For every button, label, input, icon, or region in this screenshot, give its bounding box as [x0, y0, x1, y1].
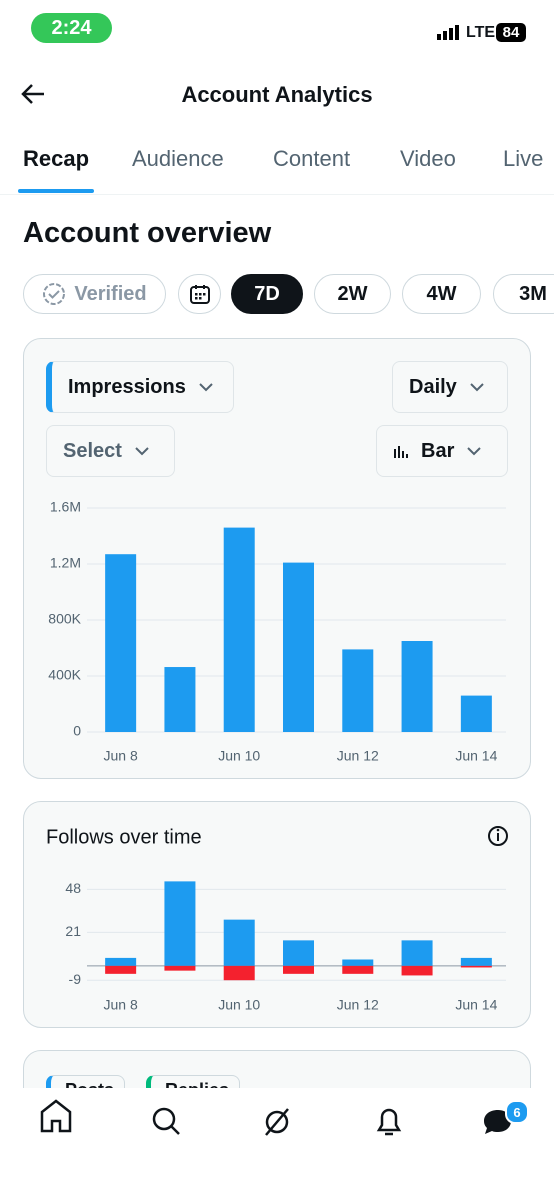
- chevron: [135, 447, 149, 456]
- dropdown-label: Daily: [409, 375, 457, 398]
- interval-dropdown[interactable]: Daily: [392, 361, 508, 413]
- follows-card: Follows over time -9 21 48 Jun 8 Jun 10 Jun 1…: [23, 801, 531, 1028]
- battery: 84: [496, 23, 526, 42]
- x-tick-label: Jun 12: [337, 997, 379, 1013]
- bar: [223, 527, 255, 732]
- bar-icon: [394, 446, 408, 458]
- bar-segment: [401, 965, 433, 976]
- x-tick-label: Jun 8: [104, 748, 138, 764]
- x-tick-label: Jun 8: [104, 997, 138, 1013]
- chevron: [467, 447, 482, 456]
- dropdown-label: Impressions: [68, 375, 186, 398]
- filter-chip[interactable]: 3M: [493, 274, 554, 314]
- impressions-card: Impressions Daily Select Bar 0 400K 800K 1.…: [23, 338, 531, 779]
- x-tick-label: Jun 14: [455, 748, 497, 764]
- network: LTE: [466, 24, 496, 41]
- metric-dropdown[interactable]: Impressions: [46, 361, 234, 413]
- filter-chip[interactable]: Verified: [23, 274, 166, 314]
- grok-icon[interactable]: [265, 1108, 289, 1136]
- bar: [283, 562, 314, 732]
- page-title: Account Analytics: [181, 82, 373, 107]
- tab[interactable]: Audience: [132, 146, 224, 171]
- x-tick-label: Jun 10: [218, 748, 260, 764]
- tab[interactable]: Content: [273, 146, 351, 171]
- follows-chart: Follows over time -9 21 48 Jun 8 Jun 10 Jun 1…: [46, 826, 508, 1013]
- chevron: [199, 383, 213, 392]
- bar-segment: [460, 957, 492, 966]
- y-tick-label: 21: [65, 923, 81, 939]
- x-tick-label: Jun 10: [218, 997, 260, 1013]
- bar: [105, 554, 137, 732]
- filter-chip[interactable]: 2W: [314, 274, 391, 314]
- bar: [164, 667, 196, 732]
- badge: 6: [505, 1100, 529, 1124]
- back-button[interactable]: [20, 81, 46, 107]
- dropdown-label: Select: [63, 439, 122, 462]
- y-tick-label: 0: [73, 723, 81, 739]
- bottom-nav: 6: [0, 1088, 554, 1200]
- signal-icon: [437, 25, 459, 40]
- x-tick-label: Jun 12: [337, 748, 379, 764]
- compare-dropdown[interactable]: Select: [46, 425, 175, 477]
- bar-segment: [342, 959, 374, 966]
- info-icon[interactable]: [488, 826, 508, 846]
- tab[interactable]: Video: [400, 146, 456, 171]
- search-icon[interactable]: [152, 1107, 180, 1135]
- bar-segment: [283, 965, 314, 974]
- filter-chip[interactable]: 4W: [402, 274, 481, 314]
- y-tick-label: 1.6M: [50, 499, 81, 515]
- divider: [0, 194, 554, 195]
- verified-icon: [43, 283, 66, 305]
- y-tick-label: 800K: [48, 611, 81, 627]
- chevron: [470, 383, 484, 392]
- bar-segment: [342, 965, 374, 974]
- x-tick-label: Jun 14: [455, 997, 497, 1013]
- bar: [342, 649, 374, 732]
- y-tick-label: -9: [69, 971, 82, 987]
- bar-segment: [105, 957, 137, 966]
- chart-title: Follows over time: [46, 826, 202, 848]
- section-title: Account overview: [23, 217, 272, 249]
- tab[interactable]: Recap: [23, 146, 90, 171]
- nav-icons: [40, 1099, 511, 1136]
- home-icon[interactable]: [40, 1099, 72, 1133]
- bar-segment: [223, 965, 255, 981]
- calendar-icon: [189, 285, 210, 304]
- filter-label: Verified: [74, 282, 147, 305]
- bar-segment: [164, 881, 196, 966]
- time: 2:24: [31, 13, 112, 43]
- y-tick-label: 1.2M: [50, 555, 81, 571]
- dropdown-label: Bar: [421, 439, 455, 462]
- tab-indicator: [18, 189, 94, 193]
- bar: [401, 641, 433, 732]
- bar-segment: [460, 965, 492, 968]
- y-tick-label: 400K: [48, 667, 81, 683]
- impressions-chart: 0 400K 800K 1.2M 1.6M Jun 8 Jun 10 Jun 12 Jun 14: [48, 499, 506, 764]
- calendar-chip[interactable]: [178, 274, 221, 314]
- bell-icon[interactable]: [376, 1108, 402, 1136]
- tab[interactable]: Live: [503, 146, 544, 171]
- bar-segment: [401, 940, 433, 966]
- bar-segment: [223, 919, 255, 966]
- messages-icon[interactable]: [484, 1110, 511, 1134]
- bar-segment: [283, 940, 314, 966]
- bar-segment: [164, 965, 196, 971]
- bar-segment: [105, 965, 137, 974]
- filter-chip[interactable]: 7D: [231, 274, 303, 314]
- bar: [460, 695, 492, 732]
- y-tick-label: 48: [65, 880, 81, 896]
- chart-style-dropdown[interactable]: Bar: [376, 425, 508, 477]
